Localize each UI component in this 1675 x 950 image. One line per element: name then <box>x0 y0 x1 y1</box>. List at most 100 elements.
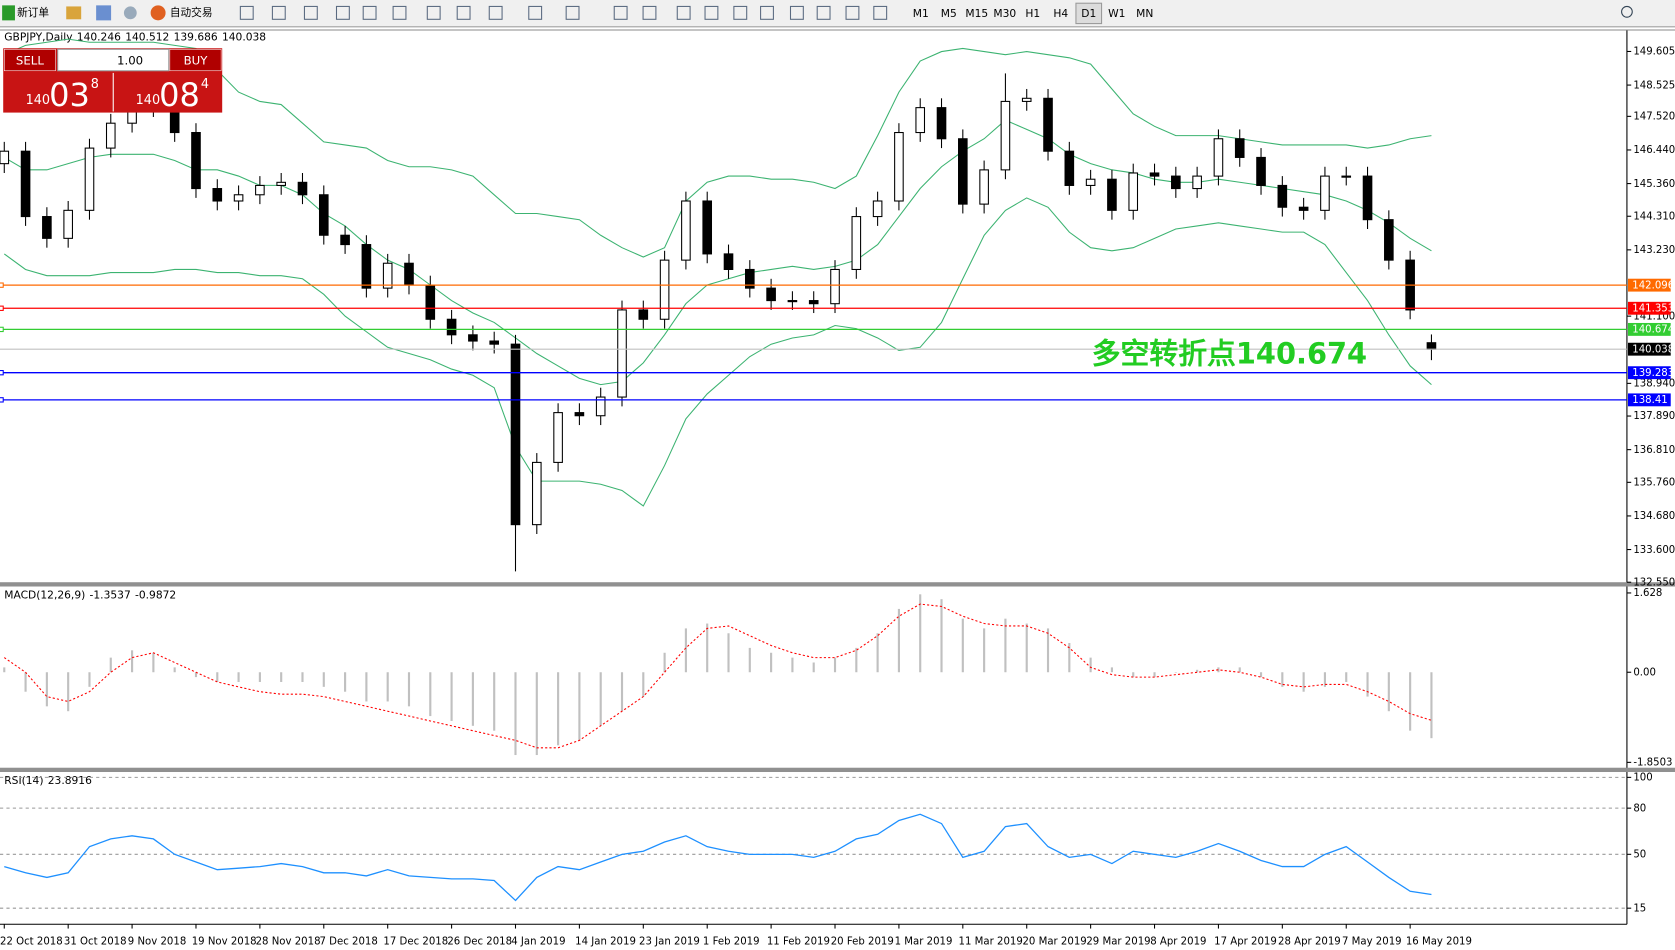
buy-label[interactable]: BUY <box>184 53 209 67</box>
timeframe-button[interactable]: H1 <box>1025 7 1040 20</box>
level-handle <box>0 326 4 333</box>
tool-icon[interactable] <box>704 5 719 20</box>
y-tick-label: 145.360 <box>1633 179 1675 190</box>
tool-icon[interactable] <box>676 5 691 20</box>
tool-icon[interactable] <box>362 5 377 20</box>
macd-bar <box>919 594 922 673</box>
candle-body <box>979 169 989 205</box>
candle-body <box>297 181 308 196</box>
level-tag <box>1627 322 1671 336</box>
macd-bar <box>1281 672 1284 687</box>
x-tick-label: 9 Nov 2018 <box>128 937 186 948</box>
macd-bar <box>493 672 496 731</box>
timeframe-button[interactable]: W1 <box>1108 7 1125 20</box>
candle-body <box>723 253 734 271</box>
candle-body <box>255 184 265 196</box>
y-tick-label: 137.890 <box>1633 411 1675 422</box>
sell-price-point[interactable]: 8 <box>91 77 99 92</box>
x-tick-label: 23 Jan 2019 <box>639 937 700 948</box>
tool-icon[interactable] <box>565 5 580 20</box>
icon[interactable] <box>66 6 82 20</box>
new-order-icon[interactable] <box>2 5 15 21</box>
tool-icon[interactable] <box>845 5 860 20</box>
tool-icon[interactable] <box>426 5 441 20</box>
buy-price-point[interactable]: 4 <box>201 77 209 92</box>
sell-button[interactable] <box>4 49 56 72</box>
x-tick-label: 29 Mar 2019 <box>1086 937 1150 948</box>
candle-body <box>1362 175 1373 221</box>
macd-bar <box>897 608 900 673</box>
tool-icon[interactable] <box>335 5 350 20</box>
header-open: 140.246 <box>77 31 121 44</box>
sell-price-big[interactable]: 140 <box>26 93 50 108</box>
timeframe-button[interactable]: D1 <box>1081 7 1096 20</box>
x-tick-label: 7 May 2019 <box>1342 937 1402 948</box>
tool-icon[interactable] <box>613 5 628 20</box>
candle-body <box>531 461 542 526</box>
tool-icon[interactable] <box>239 5 254 20</box>
candle-body <box>745 268 755 289</box>
timeframe-button[interactable]: M30 <box>993 7 1016 20</box>
tool-icon[interactable] <box>488 5 503 20</box>
tool-icon[interactable] <box>456 5 471 20</box>
candle-body <box>404 262 414 286</box>
candle-body <box>84 147 95 211</box>
tool-icon[interactable] <box>760 5 774 20</box>
tool-icon[interactable] <box>642 5 657 20</box>
chart-title: GBPJPY,Daily <box>4 31 72 44</box>
sell-label[interactable]: SELL <box>16 53 44 67</box>
candle-body <box>1043 97 1053 152</box>
timeframe-button[interactable]: H4 <box>1053 7 1068 20</box>
lot-input[interactable] <box>57 48 170 72</box>
y-tick-label: 135.760 <box>1633 478 1675 489</box>
tool-icon[interactable] <box>528 5 543 20</box>
timeframe-button[interactable]: MN <box>1136 7 1153 20</box>
candle-body <box>382 262 393 289</box>
timeframe-button[interactable]: M15 <box>965 7 988 20</box>
auto-trading-button[interactable]: 自动交易 <box>170 6 213 19</box>
buy-price-big[interactable]: 140 <box>136 93 160 108</box>
sell-price-main[interactable]: 03 <box>49 76 90 114</box>
tool-icon[interactable] <box>733 5 748 20</box>
candle-body <box>872 200 883 218</box>
macd-bar <box>748 647 751 673</box>
level-handle <box>0 397 4 403</box>
x-tick-label: 4 Jan 2019 <box>511 937 565 948</box>
x-tick-label: 20 Feb 2019 <box>831 937 894 948</box>
search-icon[interactable] <box>1621 5 1633 18</box>
macd-title: MACD(12,26,9) <box>4 588 85 601</box>
timeframe-button[interactable]: M5 <box>941 7 957 20</box>
tool-icon[interactable] <box>873 5 888 20</box>
tool-icon[interactable] <box>303 5 318 20</box>
tool-icon[interactable] <box>271 5 286 20</box>
buy-button[interactable] <box>169 49 222 72</box>
macd-bar <box>131 650 134 673</box>
plot: 149.605 148.525 147.520 146.440 145.360 144.3… <box>0 38 1675 948</box>
tool-icon[interactable] <box>789 5 804 20</box>
tool-icon[interactable] <box>392 5 407 20</box>
timeframe-button[interactable]: M1 <box>913 7 929 20</box>
buy-price-main[interactable]: 08 <box>159 76 200 114</box>
level-tag <box>1627 393 1671 407</box>
y-tick-label: 132.550 <box>1633 577 1675 588</box>
macd-bar <box>258 672 261 682</box>
macd-bar <box>578 672 581 741</box>
annotation: 多空转折点140.674 <box>1092 336 1367 370</box>
candle-body <box>1213 138 1224 177</box>
x-tick-label: 31 Oct 2018 <box>64 937 127 948</box>
icon[interactable] <box>96 5 112 21</box>
macd-bar <box>194 672 198 678</box>
level-handle <box>0 370 4 376</box>
new-order-button[interactable]: 新订单 <box>17 6 49 19</box>
tool-icon[interactable] <box>816 5 831 20</box>
rsi-line <box>4 813 1432 902</box>
candle-body <box>276 181 286 186</box>
candle-body <box>936 107 947 140</box>
icon[interactable] <box>123 6 137 20</box>
lot-value[interactable]: 1.00 <box>117 53 143 67</box>
macd-bar <box>1259 672 1263 678</box>
candle-body <box>595 396 606 417</box>
x-tick-label: 8 Apr 2019 <box>1150 937 1206 948</box>
auto-trading-icon[interactable] <box>150 5 166 21</box>
y-tick-label: 138.940 <box>1633 379 1675 390</box>
